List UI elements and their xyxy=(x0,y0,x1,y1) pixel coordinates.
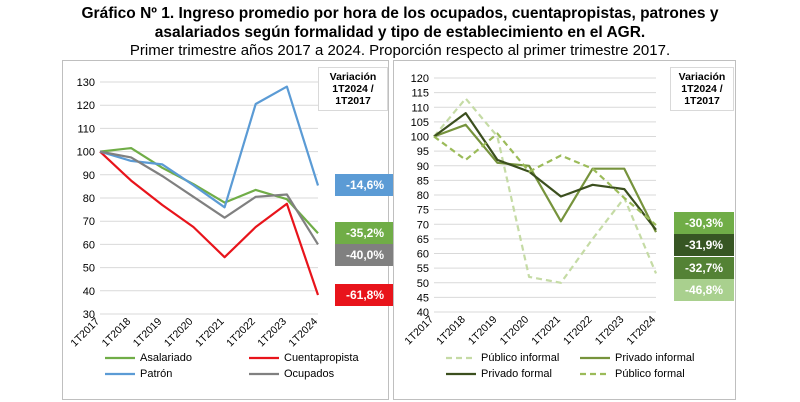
left-line-chart: 304050607080901001101201301T20171T20181T… xyxy=(68,77,320,350)
right-x-tick-label: 1T2022 xyxy=(561,314,595,348)
left-y-tick-label: 70 xyxy=(83,216,95,228)
left-legend-item-3: Ocupados xyxy=(249,367,334,381)
right-variation-badge-2: -32,7% xyxy=(674,256,734,279)
right-y-tick-label: 100 xyxy=(411,132,429,144)
left-variation-badge-0: -14,6% xyxy=(335,174,395,197)
right-legend-swatch-3 xyxy=(580,372,610,376)
left-x-tick-label: 1T2021 xyxy=(193,316,227,350)
right-y-tick-label: 60 xyxy=(417,249,429,261)
right-y-tick-label: 65 xyxy=(417,234,429,246)
right-legend-item-3: Público formal xyxy=(580,367,685,381)
left-y-tick-label: 30 xyxy=(83,309,95,321)
right-legend-label-3: Público formal xyxy=(615,368,685,380)
right-y-tick-label: 75 xyxy=(417,205,429,217)
right-y-tick-label: 95 xyxy=(417,146,429,158)
right-y-tick-label: 50 xyxy=(417,278,429,290)
right-legend-label-1: Privado informal xyxy=(615,352,695,364)
right-x-tick-label: 1T2020 xyxy=(498,314,532,348)
left-variation-line2: 1T2024 / xyxy=(332,83,374,95)
left-series-line-3 xyxy=(99,150,319,245)
chart-title-line1: Gráfico Nº 1. Ingreso promedio por hora … xyxy=(81,5,719,22)
right-y-tick-label: 70 xyxy=(417,219,429,231)
left-series-line-1 xyxy=(99,150,320,296)
left-y-tick-label: 60 xyxy=(83,239,95,251)
left-y-tick-label: 80 xyxy=(83,193,95,205)
right-y-tick-label: 85 xyxy=(417,175,429,187)
right-x-tick-label: 1T2023 xyxy=(593,314,627,348)
left-legend-label-1: Cuentapropista xyxy=(284,352,359,364)
left-variation-badge-1: -35,2% xyxy=(335,222,395,245)
left-y-tick-label: 100 xyxy=(77,147,95,159)
left-y-tick-label: 50 xyxy=(83,263,95,275)
right-y-tick-label: 90 xyxy=(417,161,429,173)
right-legend-label-0: Público informal xyxy=(481,352,560,364)
left-y-tick-label: 110 xyxy=(77,123,95,135)
left-x-tick-label: 1T2024 xyxy=(286,316,320,350)
right-x-tick-label: 1T2024 xyxy=(624,314,658,348)
left-legend-swatch-0 xyxy=(105,356,135,360)
left-x-tick-label: 1T2018 xyxy=(100,316,134,350)
chart-subtitle: Primer trimestre años 2017 a 2024. Propo… xyxy=(129,42,671,59)
chart-title-line2: asalariados según formalidad y tipo de e… xyxy=(154,24,646,41)
right-y-tick-label: 40 xyxy=(417,307,429,319)
left-variation-box: Variación 1T2024 / 1T2017 xyxy=(318,67,388,111)
left-variation-badge-3: -61,8% xyxy=(335,283,395,306)
right-x-tick-label: 1T2021 xyxy=(529,314,563,348)
left-chart-panel: 30 40 50 60 70 80 90 100 110 120 130 1T2017 1T2018 1T… xyxy=(62,60,395,400)
right-line-chart: 40 45 50 55 60 65 70 75 80 85 90 95 100 105 110 115 120 1… xyxy=(402,73,658,348)
left-legend-label-2: Patrón xyxy=(140,368,173,380)
right-legend-item-0: Público informal xyxy=(446,351,559,365)
right-legend-item-1: Privado informal xyxy=(580,351,694,365)
right-legend-swatch-2 xyxy=(446,372,476,376)
right-chart-panel: 40 45 50 55 60 65 70 75 80 85 90 95 100 105 110 115 120 1… xyxy=(393,60,736,400)
left-legend-item-0: Asalariado xyxy=(105,351,192,365)
right-legend-swatch-1 xyxy=(580,356,610,360)
left-legend-label-0: Asalariado xyxy=(140,352,192,364)
right-variation-badge-1: -31,9% xyxy=(674,234,734,257)
right-y-tick-label: 45 xyxy=(417,292,429,304)
left-legend-label-3: Ocupados xyxy=(284,368,335,380)
right-legend-label-2: Privado formal xyxy=(481,368,552,380)
right-x-tick-label: 1T2019 xyxy=(466,314,500,348)
left-x-tick-label: 1T2023 xyxy=(255,316,289,350)
left-series-line-0 xyxy=(99,146,319,235)
left-legend-item-2: Patrón xyxy=(105,367,172,381)
left-legend-swatch-1 xyxy=(249,356,279,360)
left-variation-line1: Variación xyxy=(329,71,377,83)
left-y-tick-label: 130 xyxy=(77,77,95,89)
left-legend-swatch-3 xyxy=(249,372,279,376)
right-y-tick-label: 55 xyxy=(417,263,429,275)
right-series-line-3 xyxy=(433,132,657,226)
right-series-line-1 xyxy=(433,123,657,233)
right-variation-badge-0: -30,3% xyxy=(674,212,734,235)
left-legend-swatch-2 xyxy=(105,372,135,376)
right-legend-swatch-0 xyxy=(446,356,476,360)
right-y-tick-label: 110 xyxy=(411,102,429,114)
left-y-tick-label: 90 xyxy=(83,170,95,182)
left-variation-badge-2: -40,0% xyxy=(335,243,395,266)
left-y-tick-label: 40 xyxy=(83,286,95,298)
right-variation-box: Variación 1T2024 / 1T2017 xyxy=(670,67,734,111)
right-x-tick-label: 1T2018 xyxy=(434,314,468,348)
right-series-line-2 xyxy=(433,111,657,231)
left-x-tick-label: 1T2019 xyxy=(131,316,165,350)
left-x-tick-label: 1T2020 xyxy=(162,316,196,350)
right-legend-item-2: Privado formal xyxy=(446,367,552,381)
left-variation-line3: 1T2017 xyxy=(335,95,371,107)
left-legend-item-1: Cuentapropista xyxy=(249,351,359,365)
left-x-tick-label: 1T2022 xyxy=(224,316,258,350)
left-y-tick-label: 120 xyxy=(77,100,95,112)
right-y-tick-label: 105 xyxy=(411,117,429,129)
right-y-tick-label: 80 xyxy=(417,190,429,202)
right-variation-line3: 1T2017 xyxy=(684,95,720,107)
right-variation-line1: Variación xyxy=(678,71,726,83)
right-variation-badge-3: -46,8% xyxy=(674,278,734,301)
right-variation-line2: 1T2024 / xyxy=(681,83,723,95)
right-y-tick-label: 120 xyxy=(411,73,429,85)
right-series-line-0 xyxy=(433,97,658,284)
right-y-tick-label: 115 xyxy=(411,88,429,100)
